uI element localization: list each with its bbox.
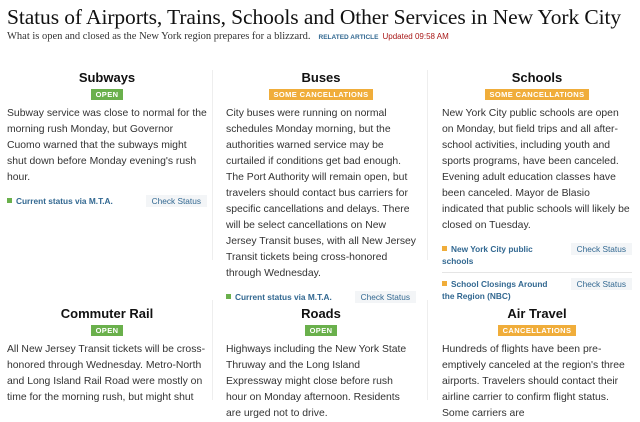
- check-status-button[interactable]: Check Status: [570, 278, 632, 290]
- card-text: Subway service was close to normal for t…: [7, 108, 207, 183]
- status-link[interactable]: Current status via M.T.A.: [226, 291, 332, 303]
- square-bullet-icon: [442, 281, 447, 286]
- check-status-button[interactable]: Check Status: [570, 243, 632, 255]
- status-badge: OPEN: [90, 89, 124, 100]
- card-title: Commuter Rail: [60, 306, 154, 321]
- square-bullet-icon: [226, 294, 231, 299]
- column-divider: [427, 70, 428, 260]
- check-status-button[interactable]: Check Status: [354, 291, 416, 303]
- card-commuter-rail: Commuter Rail OPEN All New Jersey Transi…: [7, 306, 207, 406]
- card-air-travel: Air Travel CANCELLATIONS Hundreds of fli…: [442, 306, 632, 422]
- square-bullet-icon: [7, 198, 12, 203]
- subtitle-text: What is open and closed as the New York …: [7, 31, 311, 42]
- link-label: School Closings Around the Region (NBC): [442, 279, 548, 301]
- status-link-row: Current status via M.T.A. Check Status: [7, 195, 207, 212]
- card-roads: Roads OPEN Highways including the New Yo…: [226, 306, 416, 422]
- card-subways: Subways OPEN Subway service was close to…: [7, 70, 207, 212]
- column-divider: [212, 70, 213, 260]
- status-badge: SOME CANCELLATIONS: [484, 89, 590, 100]
- status-badge: OPEN: [90, 325, 124, 336]
- page-subtitle: What is open and closed as the New York …: [7, 31, 449, 42]
- card-text: Hundreds of flights have been pre-emptiv…: [442, 344, 625, 419]
- page-title: Status of Airports, Trains, Schools and …: [7, 5, 622, 29]
- related-article-link[interactable]: RELATED ARTICLE: [318, 34, 379, 41]
- status-link-row: School Closings Around the Region (NBC) C…: [442, 272, 632, 307]
- link-label: Current status via M.T.A.: [16, 196, 113, 206]
- card-text: Highways including the New York State Th…: [226, 344, 407, 419]
- card-schools: Schools SOME CANCELLATIONS New York City…: [442, 70, 632, 307]
- card-text: City buses were running on normal schedu…: [226, 108, 416, 279]
- link-label: Current status via M.T.A.: [235, 292, 332, 302]
- updated-timestamp: Updated 09:58 AM: [382, 32, 449, 41]
- check-status-button[interactable]: Check Status: [145, 195, 207, 207]
- link-label: New York City public schools: [442, 244, 533, 266]
- card-title: Air Travel: [507, 306, 567, 321]
- status-link-row: Current status via M.T.A. Check Status: [226, 291, 416, 308]
- square-bullet-icon: [442, 246, 447, 251]
- status-badge: OPEN: [304, 325, 338, 336]
- status-badge: SOME CANCELLATIONS: [268, 89, 374, 100]
- column-divider: [212, 300, 213, 400]
- status-link[interactable]: New York City public schools: [442, 243, 562, 267]
- card-title: Subways: [78, 70, 136, 85]
- card-title: Roads: [301, 306, 341, 321]
- card-title: Schools: [511, 70, 563, 85]
- card-title: Buses: [301, 70, 341, 85]
- card-text: New York City public schools are open on…: [442, 108, 630, 231]
- status-link[interactable]: School Closings Around the Region (NBC): [442, 278, 562, 302]
- status-link[interactable]: Current status via M.T.A.: [7, 195, 113, 207]
- card-buses: Buses SOME CANCELLATIONS City buses were…: [226, 70, 416, 308]
- status-badge: CANCELLATIONS: [497, 325, 577, 336]
- card-text: All New Jersey Transit tickets will be c…: [7, 344, 206, 403]
- status-link-row: New York City public schools Check Status: [442, 243, 632, 272]
- column-divider: [427, 300, 428, 400]
